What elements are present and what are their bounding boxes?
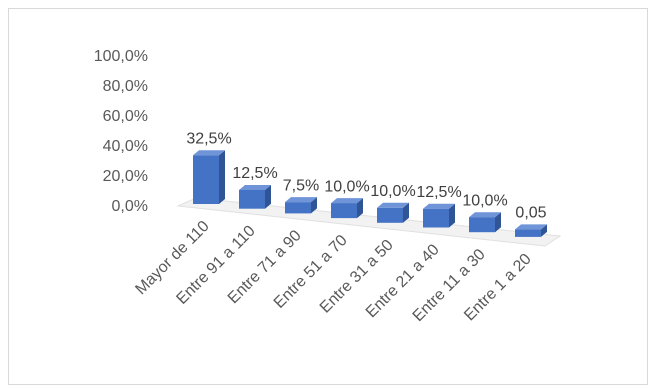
bar (469, 217, 495, 233)
y-tick-label: 0,0% (112, 198, 148, 215)
bar-top (285, 197, 317, 203)
bar (285, 202, 311, 214)
value-label: 12,5% (416, 184, 461, 201)
bar-side (357, 198, 363, 219)
floor (176, 197, 562, 247)
bar-top (193, 150, 225, 156)
bar-side (449, 203, 455, 228)
value-label: 10,0% (370, 183, 415, 200)
bar-side (311, 197, 317, 214)
bar-top (515, 224, 547, 230)
bar-top (239, 184, 271, 190)
bar-side (541, 224, 547, 237)
bar (423, 208, 449, 228)
bar (377, 207, 403, 223)
value-label: 0,05 (515, 205, 546, 222)
y-tick-label: 20,0% (103, 168, 148, 185)
y-tick-label: 60,0% (103, 108, 148, 125)
bar-top (377, 202, 409, 208)
bar (515, 229, 541, 237)
bar-top (423, 203, 455, 209)
value-label: 10,0% (462, 192, 507, 209)
bar-top (331, 198, 363, 204)
bar-side (495, 212, 501, 233)
bar (239, 189, 265, 209)
y-tick-label: 100,0% (94, 48, 148, 65)
bar-side (265, 184, 271, 209)
bar-side (219, 150, 225, 204)
value-label: 12,5% (232, 165, 277, 182)
bar-top (469, 212, 501, 218)
value-label: 32,5% (186, 130, 231, 147)
y-tick-label: 40,0% (103, 138, 148, 155)
bar (331, 203, 357, 219)
bar (193, 155, 219, 204)
value-label: 10,0% (324, 178, 369, 195)
value-label: 7,5% (283, 177, 319, 194)
chart-border (8, 8, 648, 385)
y-tick-label: 80,0% (103, 78, 148, 95)
bar-side (403, 202, 409, 223)
